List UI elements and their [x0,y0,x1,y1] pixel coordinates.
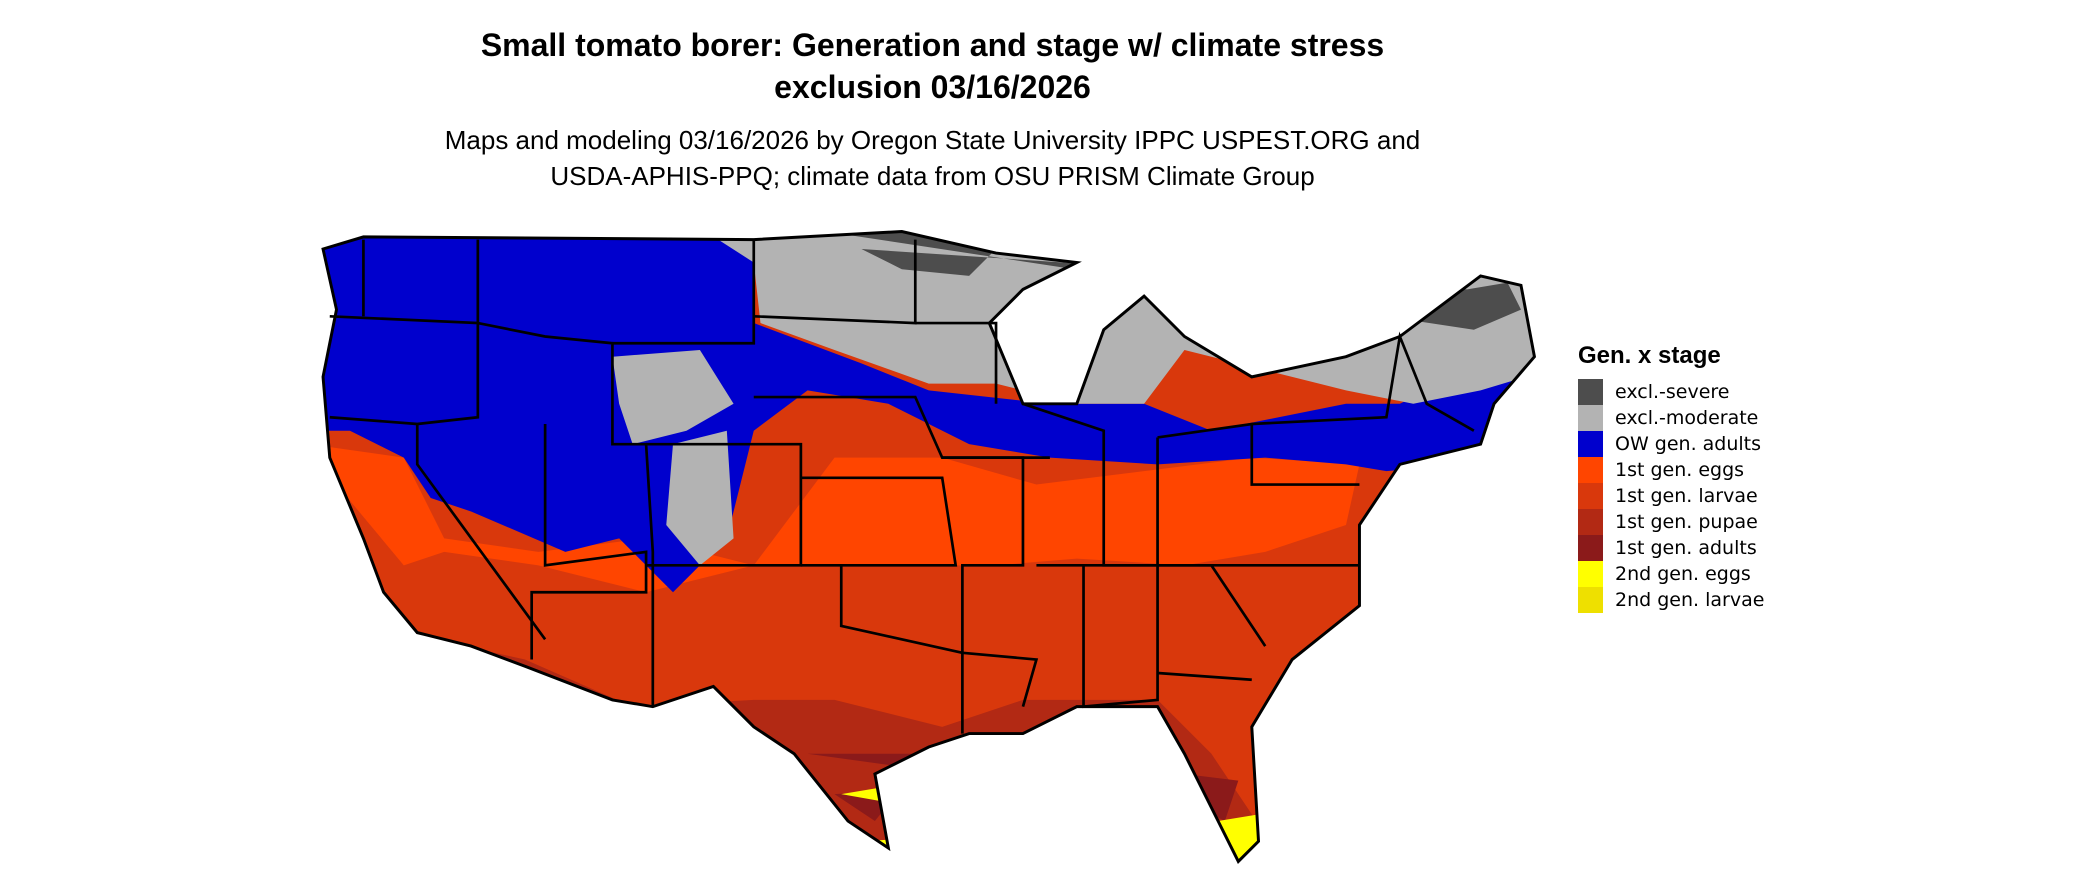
legend-label: 2nd gen. eggs [1615,563,1751,585]
legend-item: 2nd gen. eggs [1578,561,1764,587]
legend-swatch [1578,379,1603,405]
legend-swatch [1578,405,1603,431]
us-border [321,230,1537,864]
legend-title: Gen. x stage [1578,342,1721,369]
legend-swatch [1578,561,1603,587]
legend-item: 1st gen. larvae [1578,483,1764,509]
legend-label: 1st gen. adults [1615,537,1757,559]
legend-swatch [1578,483,1603,509]
legend-item: 1st gen. pupae [1578,509,1764,535]
legend-label: 1st gen. pupae [1615,511,1758,533]
legend-label: OW gen. adults [1615,433,1762,455]
state-border [1157,671,1252,682]
subtitle-line-2: USDA-APHIS-PPQ; climate data from OSU PR… [550,161,1315,191]
subtitle-line-1: Maps and modeling 03/16/2026 by Oregon S… [444,125,1421,155]
region-excl-moderate-co [666,430,734,566]
legend-item: 2nd gen. larvae [1578,587,1764,613]
state-borders [329,239,1475,734]
legend-swatch [1578,457,1603,483]
legend-item: OW gen. adults [1578,431,1764,457]
state-border [942,456,1039,708]
legend-label: 1st gen. larvae [1615,485,1758,507]
state-border [915,321,998,404]
region-excl-moderate-west [612,349,734,445]
title-line-1: Small tomato borer: Generation and stage… [480,27,1385,63]
state-border [612,239,756,345]
title-line-2: exclusion 03/16/2026 [774,69,1091,105]
state-border [476,239,655,707]
legend-label: 1st gen. eggs [1615,459,1745,481]
legend-label: 2nd gen. larvae [1615,589,1765,611]
state-border [530,423,648,660]
state-border [800,476,964,734]
legend-item: 1st gen. eggs [1578,457,1764,483]
state-border [646,442,803,567]
state-border [329,314,480,426]
legend-swatch [1578,535,1603,561]
state-border [415,423,547,641]
legend-swatch [1578,587,1603,613]
legend-swatch [1578,431,1603,457]
stage-regions [323,231,1535,862]
legend-item: 1st gen. adults [1578,535,1764,561]
legend-item: excl.-severe [1578,379,1764,405]
state-border [1251,331,1475,432]
map-subtitle: Maps and modeling 03/16/2026 by Oregon S… [0,122,1865,194]
state-border [1082,563,1267,709]
region-2nd-gen-eggs [841,787,1266,862]
legend-label: excl.-moderate [1615,407,1759,429]
region-1st-gen-eggs [323,444,1360,593]
legend-item: excl.-moderate [1578,405,1764,431]
map-title: Small tomato borer: Generation and stage… [0,24,1865,108]
legend-label: excl.-severe [1615,381,1730,403]
legend: Gen. x stage excl.-severe excl.-moderate O… [1578,342,1764,613]
state-border [1157,422,1360,486]
legend-swatch [1578,509,1603,535]
